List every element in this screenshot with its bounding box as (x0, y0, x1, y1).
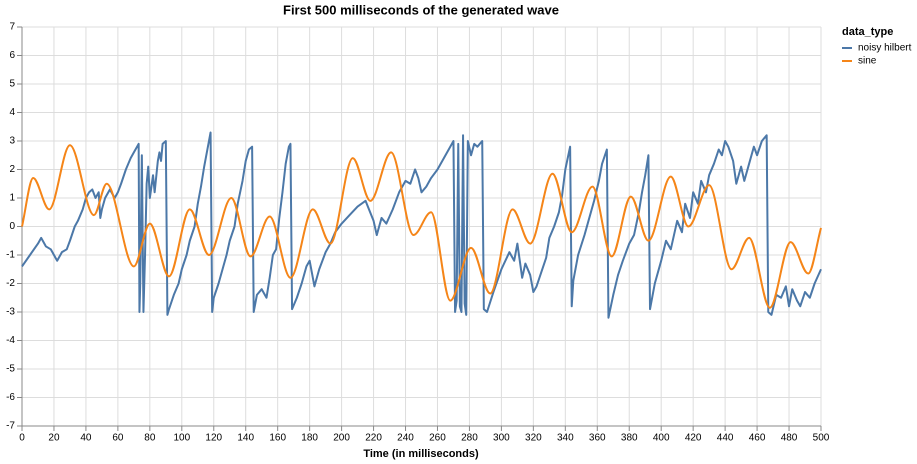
y-tick-label: -5 (6, 364, 15, 375)
x-tick-label: 60 (112, 433, 124, 444)
y-tick-label: 5 (9, 79, 15, 90)
x-tick-label: 240 (397, 433, 414, 444)
y-tick-label: -4 (6, 335, 15, 346)
x-tick-label: 180 (301, 433, 318, 444)
x-tick-label: 120 (205, 433, 222, 444)
x-tick-label: 20 (48, 433, 60, 444)
x-tick-label: 260 (429, 433, 446, 444)
line-series (21, 144, 822, 309)
x-tick-label: 420 (685, 433, 702, 444)
x-tick-label: 380 (621, 433, 638, 444)
x-tick-label: 440 (717, 433, 734, 444)
x-tick-label: 220 (365, 433, 382, 444)
y-tick-label: 0 (9, 221, 15, 232)
y-tick-label: -3 (6, 307, 15, 318)
x-tick-label: 140 (237, 433, 254, 444)
y-tick-label: 7 (9, 22, 15, 33)
x-tick-label: 200 (333, 433, 350, 444)
x-tick-label: 80 (144, 433, 156, 444)
x-tick-label: 340 (557, 433, 574, 444)
y-tick-label: 3 (9, 136, 15, 147)
y-tick-label: -6 (6, 392, 15, 403)
x-tick-label: 460 (749, 433, 766, 444)
x-tick-label: 480 (781, 433, 798, 444)
x-tick-label: 100 (173, 433, 190, 444)
y-tick-label: -7 (6, 421, 15, 432)
chart-title: First 500 milliseconds of the generated … (283, 2, 559, 17)
legend-title: data_type (842, 26, 893, 38)
x-tick-label: 40 (80, 433, 92, 444)
x-axis-title: Time (in milliseconds) (363, 448, 479, 460)
y-tick-label: 1 (9, 193, 15, 204)
legend-label: noisy hilbert (858, 43, 912, 54)
y-tick-label: -2 (6, 278, 15, 289)
y-tick-label: -1 (6, 250, 15, 261)
x-tick-label: 400 (653, 433, 670, 444)
x-tick-label: 500 (813, 433, 830, 444)
line-series (21, 131, 822, 319)
x-tick-label: 160 (269, 433, 286, 444)
x-tick-label: 280 (461, 433, 478, 444)
x-tick-label: 0 (19, 433, 25, 444)
x-tick-label: 360 (589, 433, 606, 444)
legend-label: sine (858, 56, 877, 67)
x-tick-label: 300 (493, 433, 510, 444)
x-tick-label: 320 (525, 433, 542, 444)
y-tick-label: 2 (9, 164, 15, 175)
y-tick-label: 6 (9, 50, 15, 61)
y-tick-label: 4 (9, 107, 15, 118)
